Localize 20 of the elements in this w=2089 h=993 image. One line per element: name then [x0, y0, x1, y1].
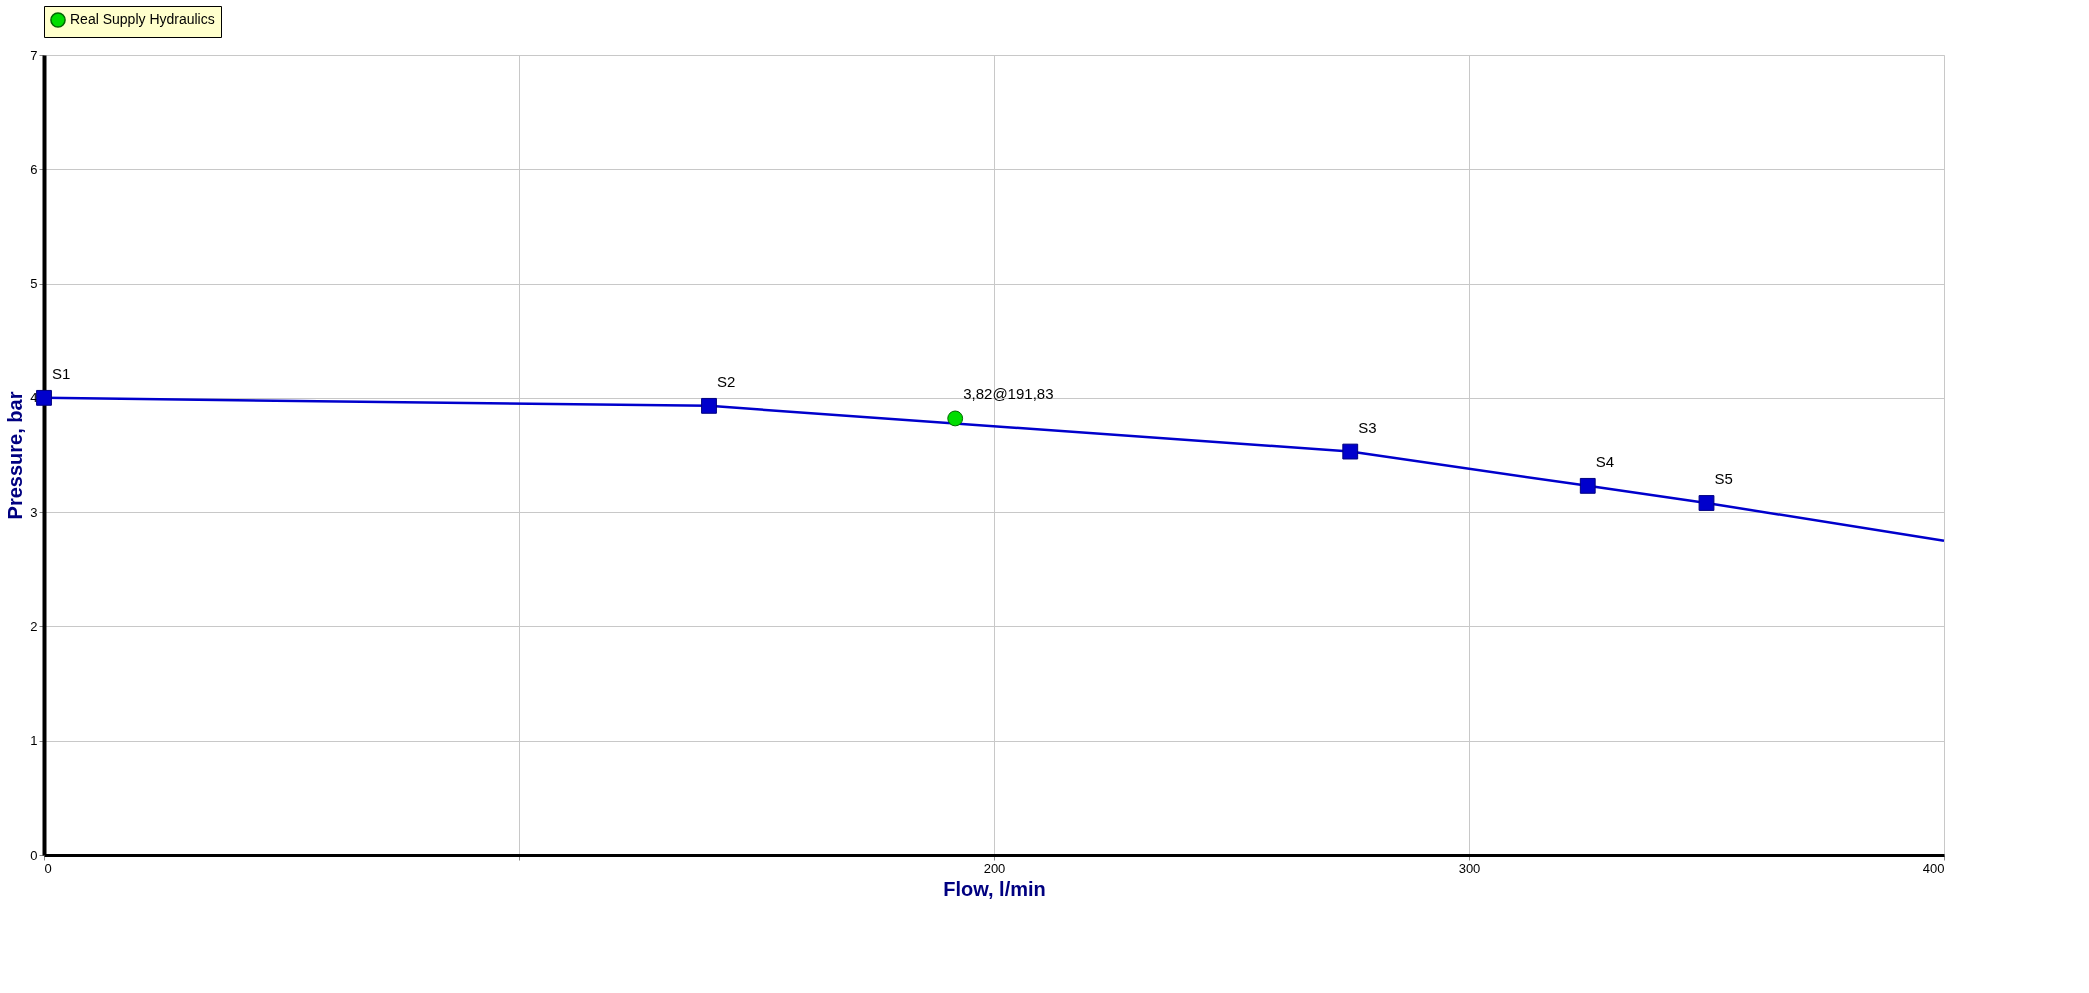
- y-tick-label: 1: [30, 733, 38, 749]
- y-tick-label: 5: [30, 276, 38, 292]
- annotation: S2: [717, 372, 736, 390]
- y-tick-label: 7: [30, 47, 38, 63]
- x-axis-title: Flow, l/min: [943, 877, 1046, 900]
- annotation: 3,82@191,83: [963, 385, 1054, 403]
- x-tick-label: 400: [1922, 860, 1945, 876]
- y-axis-title: Pressure, bar: [4, 391, 27, 520]
- annotation: S5: [1714, 470, 1733, 487]
- annotation: S4: [1595, 452, 1615, 470]
- annotation: S3: [1358, 418, 1377, 436]
- x-tick-label: 0: [44, 860, 52, 876]
- x-tick-label: 300: [1458, 860, 1481, 876]
- annotation: S1: [52, 364, 71, 382]
- legend-label: Real Supply Hydraulics: [70, 11, 215, 27]
- y-tick-label: 0: [30, 847, 38, 863]
- x-tick-label: 200: [983, 860, 1006, 876]
- y-tick-label: 3: [30, 504, 38, 520]
- y-tick-label: 2: [30, 618, 38, 634]
- y-tick-label: 6: [30, 161, 38, 177]
